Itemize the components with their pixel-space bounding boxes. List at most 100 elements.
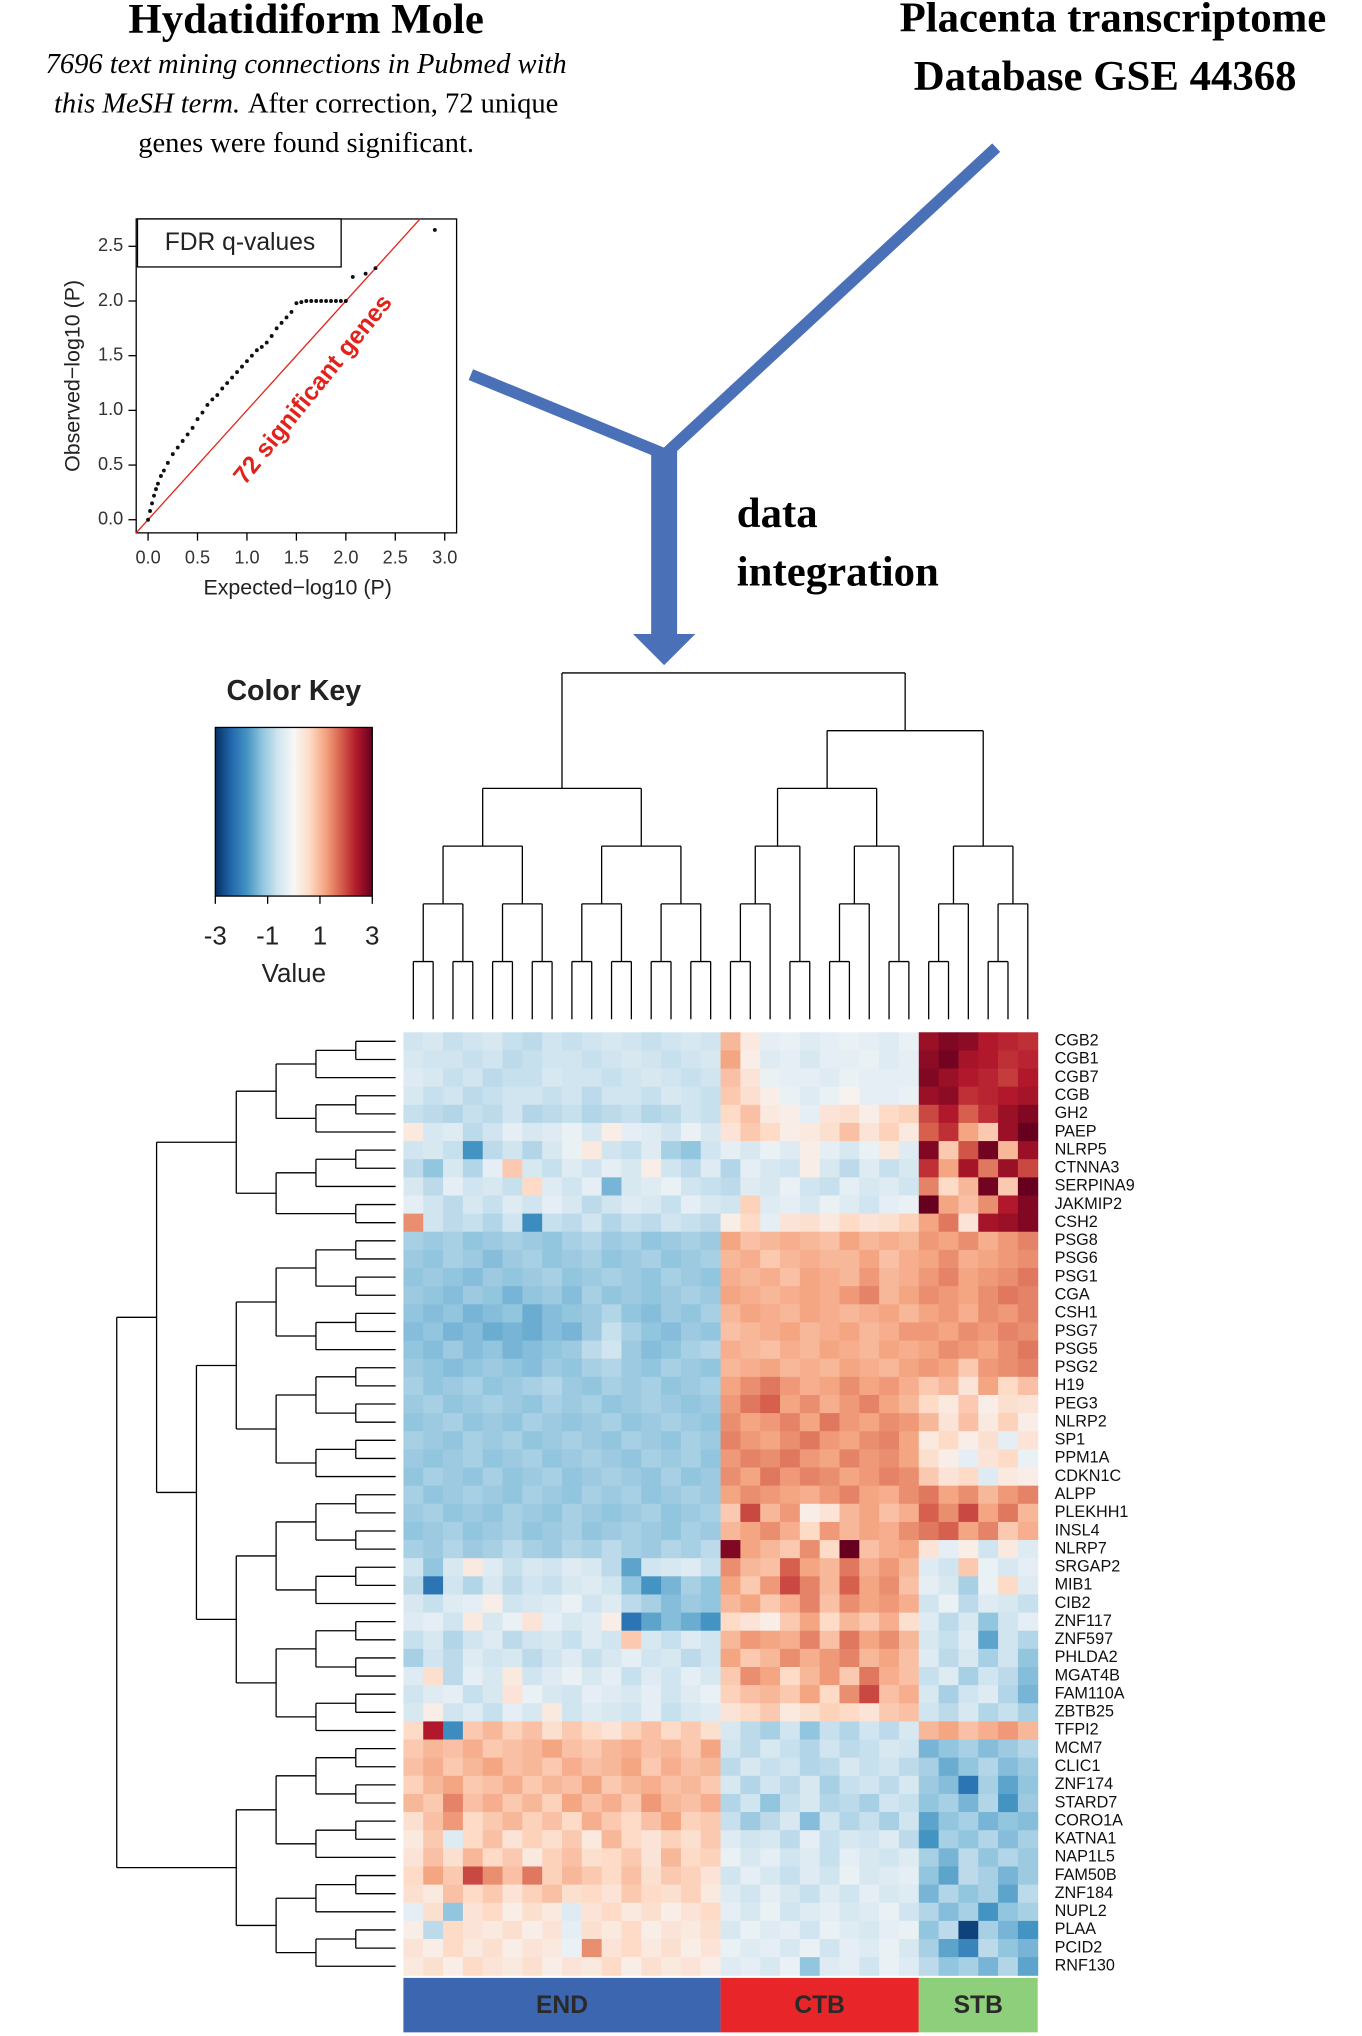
heatmap-cell bbox=[561, 1703, 583, 1722]
row-label: PSG8 bbox=[1055, 1231, 1098, 1249]
heatmap-cell bbox=[561, 1939, 583, 1958]
heatmap-cell bbox=[542, 1122, 563, 1142]
heatmap-cell bbox=[1017, 1159, 1039, 1178]
heatmap-cell bbox=[740, 1939, 761, 1958]
heatmap-cell bbox=[760, 1286, 781, 1305]
heatmap-cell bbox=[1017, 1866, 1039, 1886]
heatmap-cell bbox=[423, 1540, 444, 1559]
heatmap-cell bbox=[918, 1104, 940, 1124]
row-label: CGA bbox=[1055, 1286, 1090, 1304]
heatmap-cell bbox=[958, 1920, 979, 1940]
heatmap-cell bbox=[661, 1503, 682, 1523]
heatmap-cell bbox=[780, 1666, 801, 1686]
heatmap-cell bbox=[1017, 1086, 1039, 1106]
heatmap-cell bbox=[978, 1394, 999, 1414]
heatmap-cell bbox=[542, 1141, 563, 1160]
heatmap-cell bbox=[443, 1648, 464, 1668]
heatmap-cell bbox=[859, 1685, 880, 1704]
heatmap-cell bbox=[641, 1594, 662, 1614]
heatmap-cell bbox=[740, 1884, 761, 1904]
heatmap-cell bbox=[423, 1467, 444, 1487]
heatmap-cell bbox=[502, 1213, 523, 1233]
heatmap-cell bbox=[482, 1195, 504, 1215]
heatmap-cell bbox=[522, 1394, 543, 1414]
heatmap-cell bbox=[819, 1177, 841, 1197]
heatmap-cell bbox=[581, 1830, 603, 1849]
heatmap-cell bbox=[581, 1612, 603, 1632]
heatmap-cell bbox=[403, 1920, 424, 1940]
heatmap-cell bbox=[839, 1304, 860, 1323]
heatmap-cell bbox=[621, 1558, 642, 1577]
heatmap-cell bbox=[423, 1086, 444, 1106]
heatmap-cell bbox=[918, 1304, 940, 1323]
heatmap-cell bbox=[443, 1630, 464, 1650]
heatmap-cell bbox=[740, 1648, 761, 1668]
heatmap-cell bbox=[462, 1721, 484, 1741]
heatmap-cell bbox=[482, 1521, 504, 1541]
row-label: CGB7 bbox=[1055, 1068, 1099, 1086]
heatmap-cell bbox=[443, 1122, 464, 1142]
heatmap-cell bbox=[859, 1141, 880, 1160]
heatmap-cell bbox=[720, 1213, 741, 1233]
heatmap-cell bbox=[998, 1939, 1019, 1958]
heatmap-cell bbox=[522, 1195, 543, 1215]
heatmap-cell bbox=[1017, 1104, 1039, 1124]
heatmap-cell bbox=[799, 1268, 821, 1287]
heatmap-cell bbox=[561, 1612, 583, 1632]
heatmap-cell bbox=[740, 1685, 761, 1704]
heatmap-cell bbox=[462, 1830, 484, 1849]
heatmap-cell bbox=[423, 1576, 444, 1595]
heatmap-cell bbox=[680, 1902, 702, 1922]
heatmap-cell bbox=[780, 1376, 801, 1396]
heatmap-cell bbox=[819, 1793, 841, 1813]
heatmap-cell bbox=[680, 1431, 702, 1450]
heatmap-cell bbox=[641, 1231, 662, 1251]
heatmap-cell bbox=[898, 1213, 920, 1233]
heatmap-cell bbox=[462, 1630, 484, 1650]
heatmap-cell bbox=[641, 1268, 662, 1287]
heatmap-cell bbox=[522, 1666, 543, 1686]
heatmap-cell bbox=[819, 1866, 841, 1886]
heatmap-cell bbox=[522, 1775, 543, 1795]
heatmap-cell bbox=[799, 1032, 821, 1051]
heatmap-cell bbox=[700, 1068, 722, 1088]
heatmap-cell bbox=[978, 1594, 999, 1614]
heatmap-cell bbox=[561, 1376, 583, 1396]
heatmap-cell bbox=[819, 1431, 841, 1450]
point bbox=[249, 353, 254, 358]
heatmap-cell bbox=[482, 1775, 504, 1795]
group-label: STB bbox=[954, 1992, 1003, 2019]
heatmap-cell bbox=[978, 1703, 999, 1722]
heatmap-cell bbox=[482, 1213, 504, 1233]
heatmap-cell bbox=[700, 1939, 722, 1958]
heatmap-cell bbox=[561, 1685, 583, 1704]
heatmap-cell bbox=[958, 1358, 979, 1378]
heatmap-cell bbox=[859, 1213, 880, 1233]
heatmap-cell bbox=[819, 1612, 841, 1632]
heatmap-cell bbox=[1017, 1449, 1039, 1469]
heatmap-cell bbox=[780, 1104, 801, 1124]
heatmap-cell bbox=[879, 1594, 900, 1614]
heatmap-cell bbox=[462, 1068, 484, 1088]
heatmap-cell bbox=[581, 1793, 603, 1813]
heatmap-cell bbox=[680, 1068, 702, 1088]
heatmap-cell bbox=[760, 1939, 781, 1958]
heatmap-cell bbox=[898, 1812, 920, 1831]
heatmap-cell bbox=[780, 1231, 801, 1251]
heatmap-cell bbox=[482, 1920, 504, 1940]
heatmap-cell bbox=[760, 1884, 781, 1904]
heatmap-cell bbox=[780, 1394, 801, 1414]
heatmap-cell bbox=[621, 1177, 642, 1197]
heatmap-cell bbox=[859, 1413, 880, 1432]
point bbox=[269, 334, 274, 338]
heatmap-cell bbox=[799, 1358, 821, 1378]
heatmap-cell bbox=[879, 1703, 900, 1722]
heatmap-cell bbox=[720, 1902, 741, 1922]
heatmap-cell bbox=[641, 1521, 662, 1541]
heatmap-cell bbox=[502, 1231, 523, 1251]
heatmap-cell bbox=[740, 1431, 761, 1450]
heatmap-cell bbox=[462, 1775, 484, 1795]
heatmap-cell bbox=[462, 1866, 484, 1886]
heatmap-cell bbox=[641, 1249, 662, 1269]
heatmap-cell bbox=[760, 1685, 781, 1704]
